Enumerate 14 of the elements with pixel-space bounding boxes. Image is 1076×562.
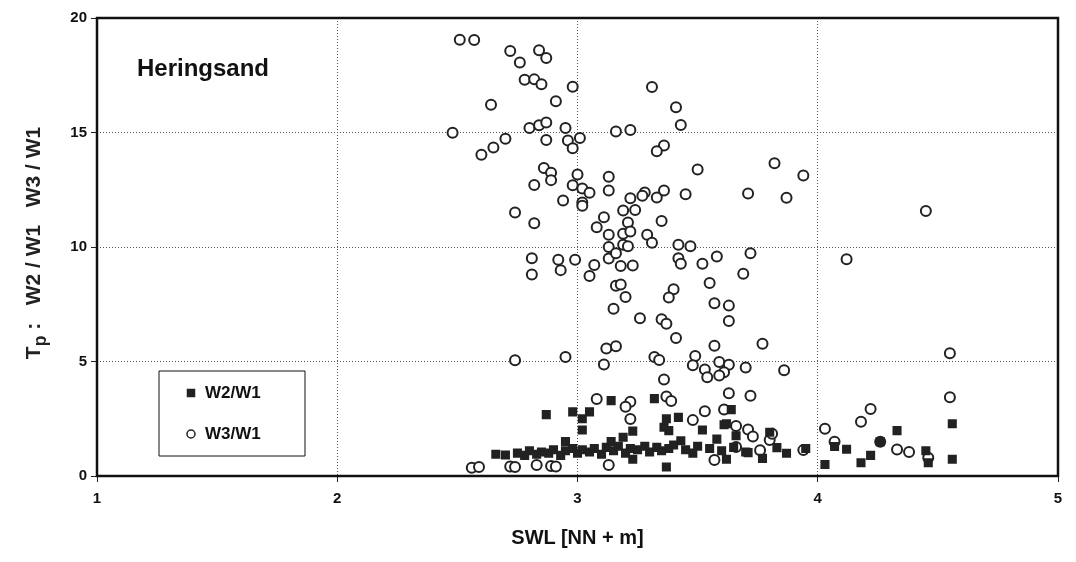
y-tick-label: 10 <box>70 237 87 255</box>
x-tick-label: 4 <box>813 489 823 507</box>
y-tick-label: 20 <box>70 8 87 26</box>
y-tick-label: 15 <box>70 122 87 140</box>
x-tick-label: 5 <box>1053 489 1063 507</box>
x-axis-title: SWL [NN + m] <box>511 525 644 548</box>
annotation: Heringsand <box>137 54 270 81</box>
legend-label: W3/W1 <box>205 423 261 443</box>
x-tick-label: 1 <box>92 489 102 507</box>
legend-label: W2/W1 <box>205 382 261 402</box>
x-tick-label: 3 <box>573 489 582 507</box>
y-tick-label: 5 <box>78 351 87 369</box>
x-tick-label: 2 <box>333 489 342 507</box>
y-tick-label: 0 <box>78 466 87 484</box>
